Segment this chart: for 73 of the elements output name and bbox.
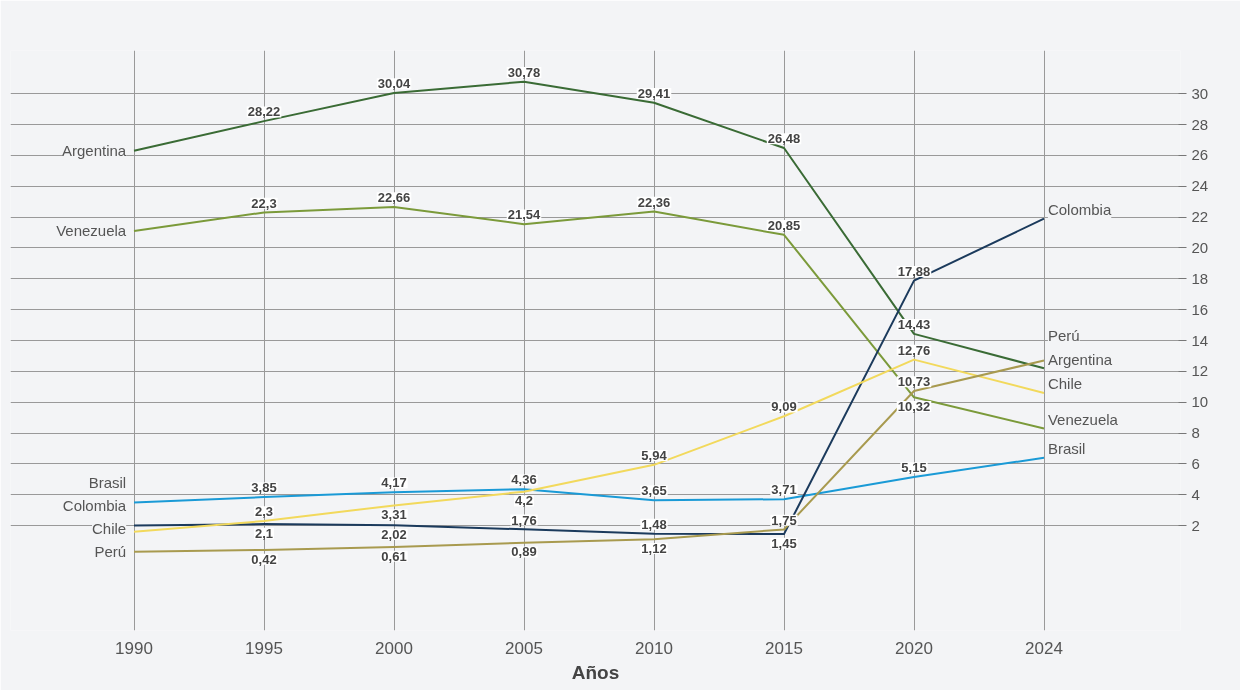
y-tick-label: 6 xyxy=(1191,454,1200,472)
y-tick-label: 24 xyxy=(1191,177,1209,195)
text: Perú xyxy=(1047,327,1080,345)
text: Colombia xyxy=(62,497,127,515)
x-tick-label: 2005 xyxy=(505,638,543,658)
data-label: 22,36 xyxy=(637,194,671,210)
data-label: 22,3 xyxy=(251,195,277,211)
y-tick-label: 18 xyxy=(1191,269,1209,287)
data-label: 3,65 xyxy=(641,483,667,499)
y-tick-label: 8 xyxy=(1191,424,1200,442)
series-label: Argentina xyxy=(1047,350,1113,368)
data-label: 17,88 xyxy=(897,263,931,279)
line-series xyxy=(133,80,1045,370)
data-label: 1,45 xyxy=(771,535,797,551)
x-tick-label: 2024 xyxy=(1025,638,1063,658)
data-label: 2,1 xyxy=(254,525,274,541)
text: Brasil xyxy=(88,473,127,491)
data-label: 28,22 xyxy=(247,104,281,120)
data-label: 22,66 xyxy=(377,190,411,206)
data-label: 21,54 xyxy=(507,207,542,223)
series-label: Brasil xyxy=(1047,439,1086,457)
data-label: 1,48 xyxy=(641,516,667,532)
x-tick-label: 2010 xyxy=(635,638,673,658)
x-tick-label: 2015 xyxy=(765,638,803,658)
data-label: 3,85 xyxy=(251,480,277,496)
series-label: Colombia xyxy=(1047,200,1112,218)
data-label: 29,41 xyxy=(637,86,671,102)
data-label: 30,04 xyxy=(377,76,412,92)
data-label: 1,75 xyxy=(771,512,797,528)
data-label: 4,17 xyxy=(381,475,407,491)
y-tick-label: 16 xyxy=(1191,300,1209,318)
data-label: 4,36 xyxy=(511,472,537,488)
data-label: 3,31 xyxy=(381,507,407,523)
data-label: 20,85 xyxy=(767,218,801,234)
series-label: Perú xyxy=(94,543,127,561)
y-tick-label: 22 xyxy=(1191,208,1209,226)
y-tick-label: 28 xyxy=(1191,115,1209,133)
data-label: 5,15 xyxy=(901,460,927,476)
data-label: 0,42 xyxy=(251,551,277,567)
y-tick-label: 30 xyxy=(1191,84,1209,102)
data-label: 26,48 xyxy=(767,131,801,147)
data-label: 3,71 xyxy=(771,482,797,498)
y-tick-label: 10 xyxy=(1191,393,1209,411)
x-tick-label: 1995 xyxy=(245,638,283,658)
y-tick-label: 2 xyxy=(1191,516,1200,534)
text: Chile xyxy=(92,520,127,538)
x-tick-label: 1990 xyxy=(115,638,153,658)
data-label: 1,76 xyxy=(511,512,537,528)
data-label: 1,12 xyxy=(641,540,667,556)
series-label: Venezuela xyxy=(1047,410,1119,428)
series-label: Chile xyxy=(1047,375,1083,393)
data-label: 2,3 xyxy=(254,504,274,520)
data-label: 0,89 xyxy=(511,544,537,560)
y-tick-label: 14 xyxy=(1191,331,1209,349)
data-label: 9,09 xyxy=(771,399,797,415)
y-tick-label: 12 xyxy=(1191,362,1209,380)
x-tick-label: 2000 xyxy=(375,638,413,658)
data-label: 10,32 xyxy=(897,399,931,415)
data-label: 2,02 xyxy=(381,527,407,543)
data-label: 14,43 xyxy=(897,317,931,333)
y-tick-label: 26 xyxy=(1191,146,1209,164)
data-label: 12,76 xyxy=(897,342,931,358)
y-tick-label: 4 xyxy=(1191,485,1200,503)
x-tick-label: 2020 xyxy=(895,638,933,658)
data-label: 10,73 xyxy=(897,374,931,390)
data-label: 0,61 xyxy=(381,548,407,564)
data-label: 4,2 xyxy=(514,493,534,509)
x-axis-title: Años xyxy=(571,661,620,683)
data-label: 5,94 xyxy=(641,448,668,464)
text: Venezuela xyxy=(56,222,127,240)
data-label: 30,78 xyxy=(507,64,541,80)
y-tick-label: 20 xyxy=(1191,238,1209,256)
text: Argentina xyxy=(61,142,127,160)
